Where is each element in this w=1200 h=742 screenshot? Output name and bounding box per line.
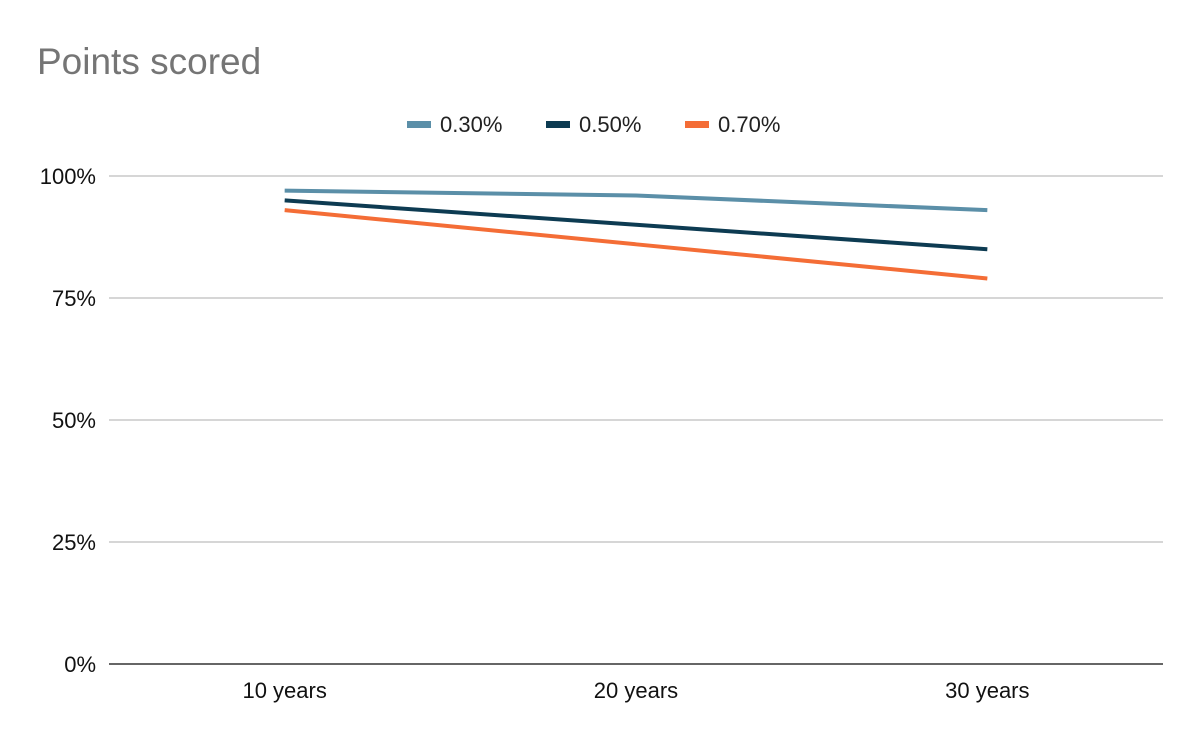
legend-swatch bbox=[546, 121, 570, 128]
y-tick-label: 0% bbox=[64, 652, 96, 677]
series-lines bbox=[284, 188, 988, 281]
chart-title: Points scored bbox=[37, 41, 261, 82]
x-tick-label: 10 years bbox=[242, 678, 326, 703]
y-tick-label: 100% bbox=[40, 164, 96, 189]
legend-label: 0.30% bbox=[440, 112, 502, 137]
y-axis: 0% 25% 50% 75% 100% bbox=[40, 164, 96, 677]
legend-item: 0.30% bbox=[407, 112, 502, 137]
y-tick-label: 25% bbox=[52, 530, 96, 555]
legend-item: 0.70% bbox=[685, 112, 780, 137]
x-axis: 10 years 20 years 30 years bbox=[242, 678, 1029, 703]
legend-swatch bbox=[685, 121, 709, 128]
x-tick-label: 20 years bbox=[594, 678, 678, 703]
legend-item: 0.50% bbox=[546, 112, 641, 137]
y-tick-label: 75% bbox=[52, 286, 96, 311]
legend-label: 0.70% bbox=[718, 112, 780, 137]
legend: 0.30% 0.50% 0.70% bbox=[407, 112, 780, 137]
x-tick-label: 30 years bbox=[945, 678, 1029, 703]
legend-swatch bbox=[407, 121, 431, 128]
legend-label: 0.50% bbox=[579, 112, 641, 137]
gridlines bbox=[109, 175, 1163, 665]
y-tick-label: 50% bbox=[52, 408, 96, 433]
